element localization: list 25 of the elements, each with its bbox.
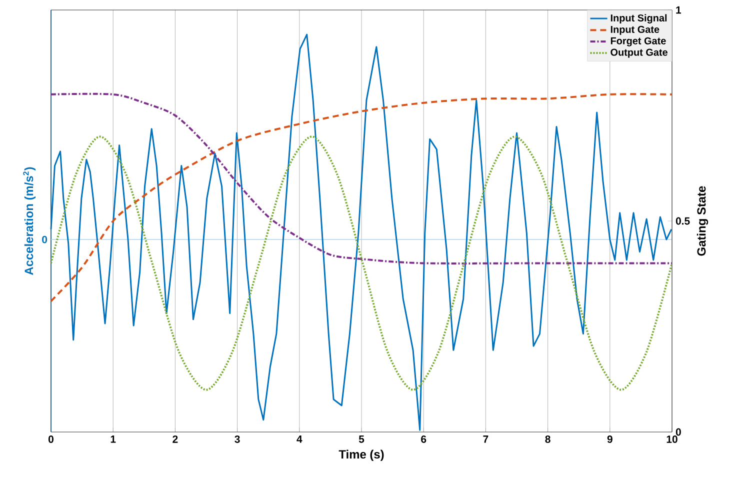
y2-tick-label: 0.5: [676, 217, 690, 225]
legend-label: Input Signal: [610, 14, 667, 24]
legend-label: Output Gate: [610, 48, 668, 58]
text: 0: [42, 236, 48, 244]
y-axis-title: Acceleration (m/s$^{2}$): [23, 167, 36, 275]
x-tick-label: 9: [607, 436, 612, 443]
y2-tick-label: 1: [676, 6, 682, 14]
y2-tick-label: 0: [676, 428, 681, 436]
line-series: [51, 93, 672, 302]
line-series: [51, 92, 672, 264]
x-axis-title: Time (s): [338, 450, 384, 461]
x-tick-label: 2: [172, 436, 178, 443]
x-tick-label: 4: [296, 436, 302, 443]
x-tick-label: 7: [483, 436, 488, 443]
x-tick-label: 0: [48, 436, 54, 443]
x-tick-label: 3: [234, 436, 240, 443]
x-tick-label: 8: [545, 436, 550, 443]
legend-label: Forget Gate: [610, 37, 666, 46]
legend-label: Input Gate: [610, 26, 660, 35]
x-tick-label: 10: [666, 436, 678, 443]
line-series: [51, 136, 672, 391]
x-tick-label: 1: [110, 436, 116, 443]
y2-axis-title: Gating State: [696, 186, 708, 256]
x-tick-label: 6: [421, 436, 426, 443]
x-tick-label: 5: [358, 436, 364, 443]
